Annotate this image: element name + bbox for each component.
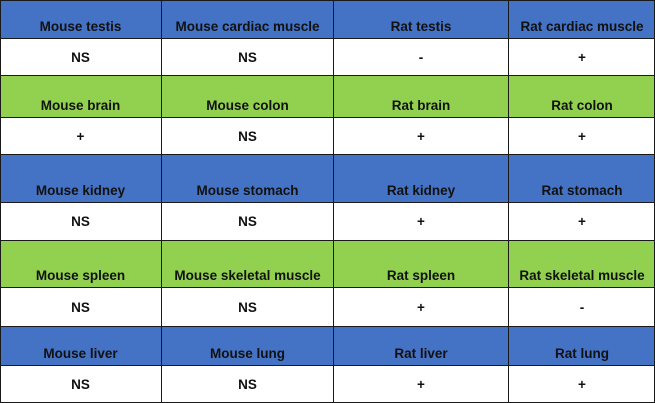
result-value: + <box>578 128 586 144</box>
tissue-header-row: Mouse spleen Mouse skeletal muscle Rat s… <box>0 240 655 287</box>
result-value: NS <box>162 39 334 75</box>
result-value: + <box>334 203 509 240</box>
result-value: + <box>0 118 162 154</box>
result-value: + <box>334 288 509 326</box>
tissue-label: Rat stomach <box>541 183 623 198</box>
tissue-header-row: Mouse testis Mouse cardiac muscle Rat te… <box>0 0 655 38</box>
tissue-label: Mouse kidney <box>0 155 162 202</box>
result-value: - <box>334 39 509 75</box>
result-value: + <box>578 377 586 392</box>
result-value: NS <box>0 203 162 240</box>
tissue-label: Mouse cardiac muscle <box>162 0 334 38</box>
tissue-header-row: Mouse kidney Mouse stomach Rat kidney Ra… <box>0 154 655 202</box>
result-row: NS NS + - <box>0 287 655 326</box>
tissue-label: Rat liver <box>334 327 509 365</box>
tissue-label: Rat lung <box>555 346 609 361</box>
tissue-label: Rat kidney <box>334 155 509 202</box>
result-value: NS <box>162 366 334 403</box>
tissue-label: Rat colon <box>551 98 613 113</box>
result-value: + <box>334 118 509 154</box>
result-row: + NS + + <box>0 117 655 154</box>
result-value: NS <box>162 203 334 240</box>
result-row: NS NS + + <box>0 365 655 403</box>
result-value: + <box>334 366 509 403</box>
tissue-label: Mouse liver <box>0 327 162 365</box>
result-value: NS <box>0 366 162 403</box>
result-value: + <box>578 214 586 229</box>
tissue-label: Rat skeletal muscle <box>519 268 645 283</box>
result-value: NS <box>0 288 162 326</box>
tissue-label: Mouse stomach <box>162 155 334 202</box>
tissue-label: Rat brain <box>334 76 509 117</box>
result-value: NS <box>162 288 334 326</box>
tissue-label: Mouse colon <box>162 76 334 117</box>
tissue-label: Mouse testis <box>0 0 162 38</box>
result-value: - <box>579 299 585 315</box>
result-value: + <box>578 49 586 65</box>
tissue-label: Rat cardiac muscle <box>520 19 644 34</box>
result-value: NS <box>0 39 162 75</box>
tissue-label: Rat testis <box>334 0 509 38</box>
result-row: NS NS + + <box>0 202 655 240</box>
tissue-header-row: Mouse brain Mouse colon Rat brain Rat co… <box>0 75 655 117</box>
tissue-label: Rat spleen <box>334 241 509 287</box>
tissue-label: Mouse lung <box>162 327 334 365</box>
result-row: NS NS - + <box>0 38 655 75</box>
result-value: NS <box>162 118 334 154</box>
tissue-label: Mouse brain <box>0 76 162 117</box>
tissue-header-row: Mouse liver Mouse lung Rat liver Rat lun… <box>0 326 655 365</box>
tissue-label: Mouse skeletal muscle <box>162 241 334 287</box>
tissue-label: Mouse spleen <box>0 241 162 287</box>
